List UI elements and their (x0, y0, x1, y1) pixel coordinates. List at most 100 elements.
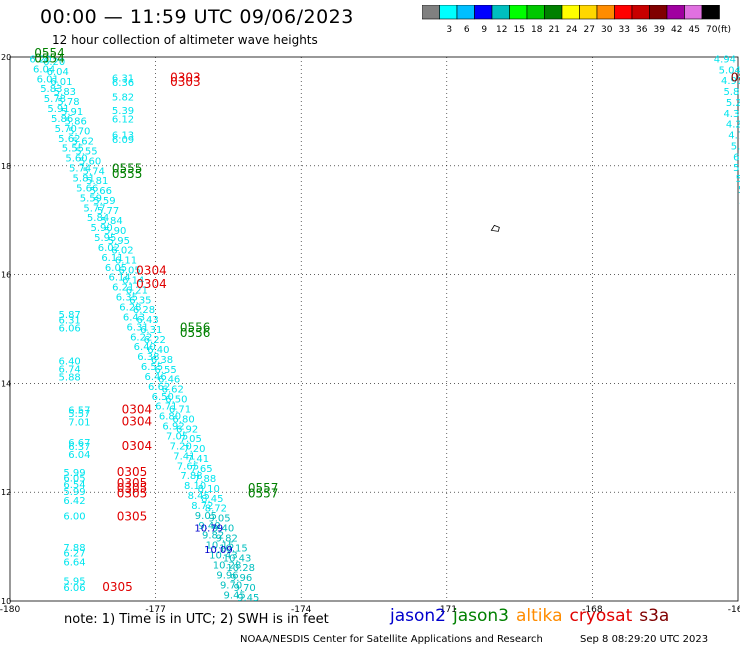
swh-value: 6.40 (147, 345, 169, 356)
swh-value: 6.35 (129, 295, 151, 306)
swh-value: 9.05 (208, 514, 230, 525)
swh-value: 10.43 (223, 553, 252, 564)
swh-value: 8.10 (184, 481, 206, 492)
credit-line: NOAA/NESDIS Center for Satellite Applica… (240, 634, 543, 645)
pass-time-label: 0305 (102, 580, 133, 594)
longitude-tick-label: -180 (0, 605, 20, 612)
swh-value: 5.95 (108, 236, 130, 247)
swh-value: 6.55 (141, 362, 163, 373)
swh-value: 5.57 (68, 409, 90, 420)
swh-value: 7.88 (63, 543, 85, 554)
longitude-tick-label: -177 (145, 605, 165, 612)
swh-value: 6.71 (155, 402, 177, 413)
swh-value: 10.15 (206, 541, 235, 552)
swh-value: 5.91 (47, 104, 69, 115)
swh-value: 7.65 (190, 464, 212, 475)
swh-value: 9.40 (198, 521, 220, 532)
swh-value: 5.62 (58, 134, 80, 145)
swh-value: 6.31 (59, 316, 81, 327)
swh-value: 5.74 (69, 164, 91, 175)
pass-time-label: 0304 (122, 402, 153, 416)
swh-value: 6.37 (68, 442, 90, 453)
swh-value: 6.20 (29, 54, 51, 65)
swh-value: 6.05 (118, 266, 140, 277)
swh-value: 6.05 (105, 263, 127, 274)
swh-value: 6.80 (172, 414, 194, 425)
legend-cryosat: cryosat (569, 606, 633, 626)
swh-value: 6.40 (134, 342, 156, 353)
swh-value: 6.04 (68, 450, 90, 461)
swh-value: 7.88 (180, 471, 202, 482)
map-subtitle: 12 hour collection of altimeter wave hei… (52, 33, 318, 47)
swh-value: 4.91 (721, 76, 740, 87)
longitude-tick-label: -171 (437, 605, 457, 612)
swh-value: 6.13 (112, 131, 134, 142)
swh-value: 8.72 (191, 501, 213, 512)
units-note: note: 1) Time is in UTC; 2) SWH is in fe… (64, 612, 329, 627)
pass-time-label: 0557 (248, 481, 279, 495)
swh-value: 5.95 (94, 233, 116, 244)
swh-value: 6.09 (112, 135, 134, 146)
swh-value: 5.88 (59, 373, 81, 384)
color-scale-label: 30 (601, 25, 613, 35)
swh-value: 5.83 (40, 84, 62, 95)
swh-value: 5.12 (733, 163, 740, 174)
swh-value: 5.66 (90, 186, 112, 197)
swh-value: 6.22 (130, 332, 152, 343)
swh-value: 6.74 (59, 365, 81, 376)
swh-value: 6.12 (112, 114, 134, 125)
swh-value: 5.55 (62, 144, 84, 155)
swh-value: 7.05 (180, 434, 202, 445)
pass-time-label: 0556 (180, 326, 211, 340)
swh-value: 10.79 (194, 523, 223, 534)
swh-value: 6.04 (33, 64, 55, 75)
legend-altika: altika (516, 606, 563, 626)
swh-value: 10.43 (209, 551, 238, 562)
pass-time-label: 0854 (731, 70, 740, 84)
swh-value: 6.31 (126, 322, 148, 333)
swh-value: 6.05 (63, 473, 85, 484)
swh-value: 5.84 (87, 213, 109, 224)
color-scale-label: 33 (619, 25, 630, 35)
longitude-tick-label: -165 (728, 605, 740, 612)
swh-value: 9.70 (220, 580, 242, 591)
swh-value: 7.88 (194, 474, 216, 485)
color-scale-label: 27 (584, 25, 595, 35)
swh-value: 6.50 (165, 395, 187, 406)
color-scale-label: 39 (654, 25, 666, 35)
swh-value: 5.91 (61, 107, 83, 118)
swh-value: 6.06 (59, 324, 81, 335)
satellite-legend: jason2 jason3 altika cryosat s3a (390, 606, 676, 626)
swh-value: 6.80 (159, 412, 181, 423)
swh-value: 10.28 (226, 563, 255, 574)
map-title: 00:00 — 11:59 UTC 09/06/2023 (40, 6, 354, 28)
swh-value: 7.05 (166, 432, 188, 443)
longitude-tick-label: -168 (582, 605, 603, 612)
longitude-tick-label: -174 (291, 605, 312, 612)
swh-value: 5.29 (726, 98, 740, 109)
swh-value: 5.95 (63, 577, 85, 588)
color-scale-label: 15 (514, 25, 525, 35)
swh-value: 5.22 (739, 196, 740, 207)
color-scale-label: 45 (689, 25, 700, 35)
swh-value: 7.20 (170, 441, 192, 452)
swh-value: 7.41 (173, 451, 195, 462)
swh-value: 7.41 (187, 454, 209, 465)
swh-value: 10.09 (204, 545, 233, 556)
latitude-tick-label: 10 (1, 597, 11, 606)
swh-value: 5.60 (79, 156, 101, 167)
pass-time-label: 0303 (170, 75, 201, 89)
swh-value: 6.31 (112, 73, 134, 84)
pass-time-label: 0557 (248, 487, 279, 501)
swh-value: 9.82 (202, 531, 224, 542)
swh-value: 6.55 (154, 365, 176, 376)
latitude-tick-label: 18 (1, 162, 11, 171)
wave-height-map: -180 -177 -174 -171 -168 -165 10 12 14 16 18 20 6.20… (0, 46, 740, 612)
swh-value: 5.66 (76, 183, 98, 194)
swh-value: 7.65 (177, 461, 199, 472)
swh-value: 5.55 (75, 146, 97, 157)
swh-value: 9.96 (216, 570, 238, 581)
swh-value: 5.78 (44, 94, 66, 105)
swh-value: 5.86 (51, 114, 73, 125)
color-scale-label: 12 (496, 25, 507, 35)
